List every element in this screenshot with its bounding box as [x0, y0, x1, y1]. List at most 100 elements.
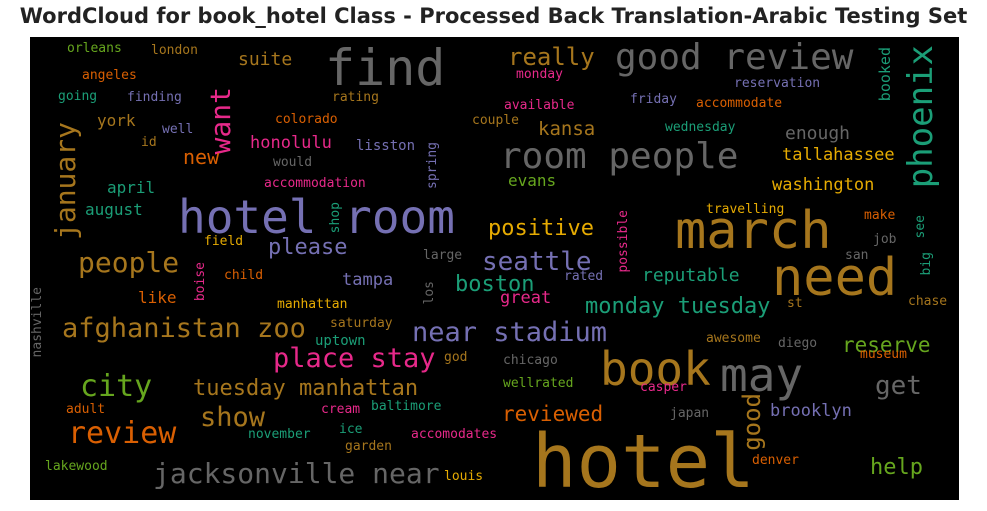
word-york: york [97, 111, 136, 130]
word-well: well [162, 122, 194, 137]
word-positive: positive [488, 216, 594, 241]
word-field: field [204, 234, 244, 249]
word-tampa: tampa [342, 270, 394, 290]
word-big: big [919, 252, 934, 276]
word-would: would [273, 155, 313, 170]
word-baltimore: baltimore [371, 399, 442, 414]
word-shop: shop [328, 202, 343, 234]
word-tallahassee: tallahassee [782, 145, 895, 165]
word-reserve: reserve [842, 333, 931, 357]
word-accomodates: accomodates [411, 427, 498, 442]
word-great: great [500, 288, 552, 308]
word-garden: garden [345, 439, 392, 454]
word-enough: enough [785, 123, 851, 144]
word-honolulu: honolulu [250, 133, 332, 153]
word-couple: couple [472, 113, 519, 128]
word-seattle: seattle [482, 247, 592, 277]
word-march: march [675, 201, 832, 261]
word-accommodate: accommodate [696, 96, 783, 111]
word-cloud: hotel hotel room march need find book may room … [30, 37, 959, 500]
word-monday: monday [516, 67, 563, 82]
word-denver: denver [752, 453, 799, 468]
word-help: help [870, 455, 923, 480]
word-reviewed: reviewed [502, 402, 604, 426]
word-nashville: nashville [30, 287, 45, 358]
word-people: people [78, 246, 180, 279]
word-reservation: reservation [734, 76, 821, 91]
word-adult: adult [66, 402, 106, 417]
word-friday: friday [630, 92, 677, 107]
word-rating: rating [332, 90, 379, 105]
word-city: city [80, 369, 153, 404]
word-january: january [49, 122, 82, 241]
word-god: god [444, 350, 468, 365]
word-boston: boston [455, 272, 535, 297]
word-show: show [200, 402, 266, 433]
word-see: see [913, 215, 928, 239]
word-book: book [600, 342, 711, 396]
word-review: review [68, 416, 177, 451]
word-washington: washington [772, 175, 875, 195]
word-good-review: good review [615, 37, 854, 78]
word-make: make [864, 208, 896, 223]
word-kansa: kansa [538, 118, 596, 140]
word-august: august [85, 200, 143, 219]
word-los: los [422, 281, 437, 305]
word-brooklyn: brooklyn [770, 401, 852, 421]
word-orleans: orleans [67, 41, 122, 56]
word-find: find [325, 39, 446, 97]
word-place-stay: place stay [273, 343, 436, 374]
word-hotel: hotel [532, 419, 755, 500]
word-jacksonville-near: jacksonville near [153, 457, 440, 490]
word-lakewood: lakewood [45, 459, 108, 474]
word-cream: cream [321, 402, 361, 417]
word-finding: finding [127, 90, 182, 105]
chart-title: WordCloud for book_hotel Class - Process… [19, 4, 968, 28]
word-san: san [845, 248, 869, 263]
word-reputable: reputable [642, 265, 740, 286]
word-tuesday-manhattan: tuesday manhattan [193, 376, 419, 401]
word-boise: boise [193, 262, 208, 302]
word-saturday: saturday [330, 316, 393, 331]
word-booked: booked [876, 47, 894, 102]
word-uptown: uptown [315, 333, 366, 349]
word-lisston: lisston [356, 138, 416, 154]
word-large: large [423, 248, 463, 263]
word-good: good [738, 393, 766, 451]
word-need: need [772, 248, 898, 308]
word-child: child [224, 268, 264, 283]
word-really: really [508, 43, 595, 71]
word-afghanistan-zoo: afghanistan zoo [62, 313, 306, 344]
word-november: november [248, 427, 311, 442]
word-ice: ice [339, 422, 363, 437]
word-wednesday: wednesday [665, 120, 736, 135]
word-near-stadium: near stadium [412, 317, 608, 348]
word-new: new [183, 145, 220, 169]
word-get: get [875, 371, 922, 401]
word-awesome: awesome [706, 331, 761, 346]
word-accommodation: accommodation [264, 176, 366, 191]
word-rated: rated [564, 269, 604, 284]
word-museum: museum [860, 347, 907, 362]
word-london: london [151, 43, 198, 58]
word-room-people: room people [500, 136, 739, 177]
word-angeles: angeles [82, 68, 137, 83]
word-possible: possible [616, 210, 631, 273]
word-job: job [873, 232, 897, 247]
word-colorado: colorado [275, 112, 338, 127]
word-wellrated: wellrated [503, 376, 574, 391]
word-japan: japan [670, 406, 710, 421]
word-louis: louis [444, 469, 484, 484]
word-hotel-room: hotel room [178, 190, 455, 244]
word-id: id [141, 135, 157, 150]
word-spring: spring [425, 142, 440, 189]
word-going: going [58, 89, 98, 104]
word-suite: suite [238, 49, 293, 70]
word-travelling: travelling [706, 202, 785, 217]
word-chase: chase [908, 294, 948, 309]
word-casper: casper [640, 380, 687, 395]
word-st: st [787, 296, 803, 311]
word-may: may [720, 348, 804, 402]
word-chicago: chicago [503, 353, 558, 368]
word-like: like [138, 288, 177, 307]
